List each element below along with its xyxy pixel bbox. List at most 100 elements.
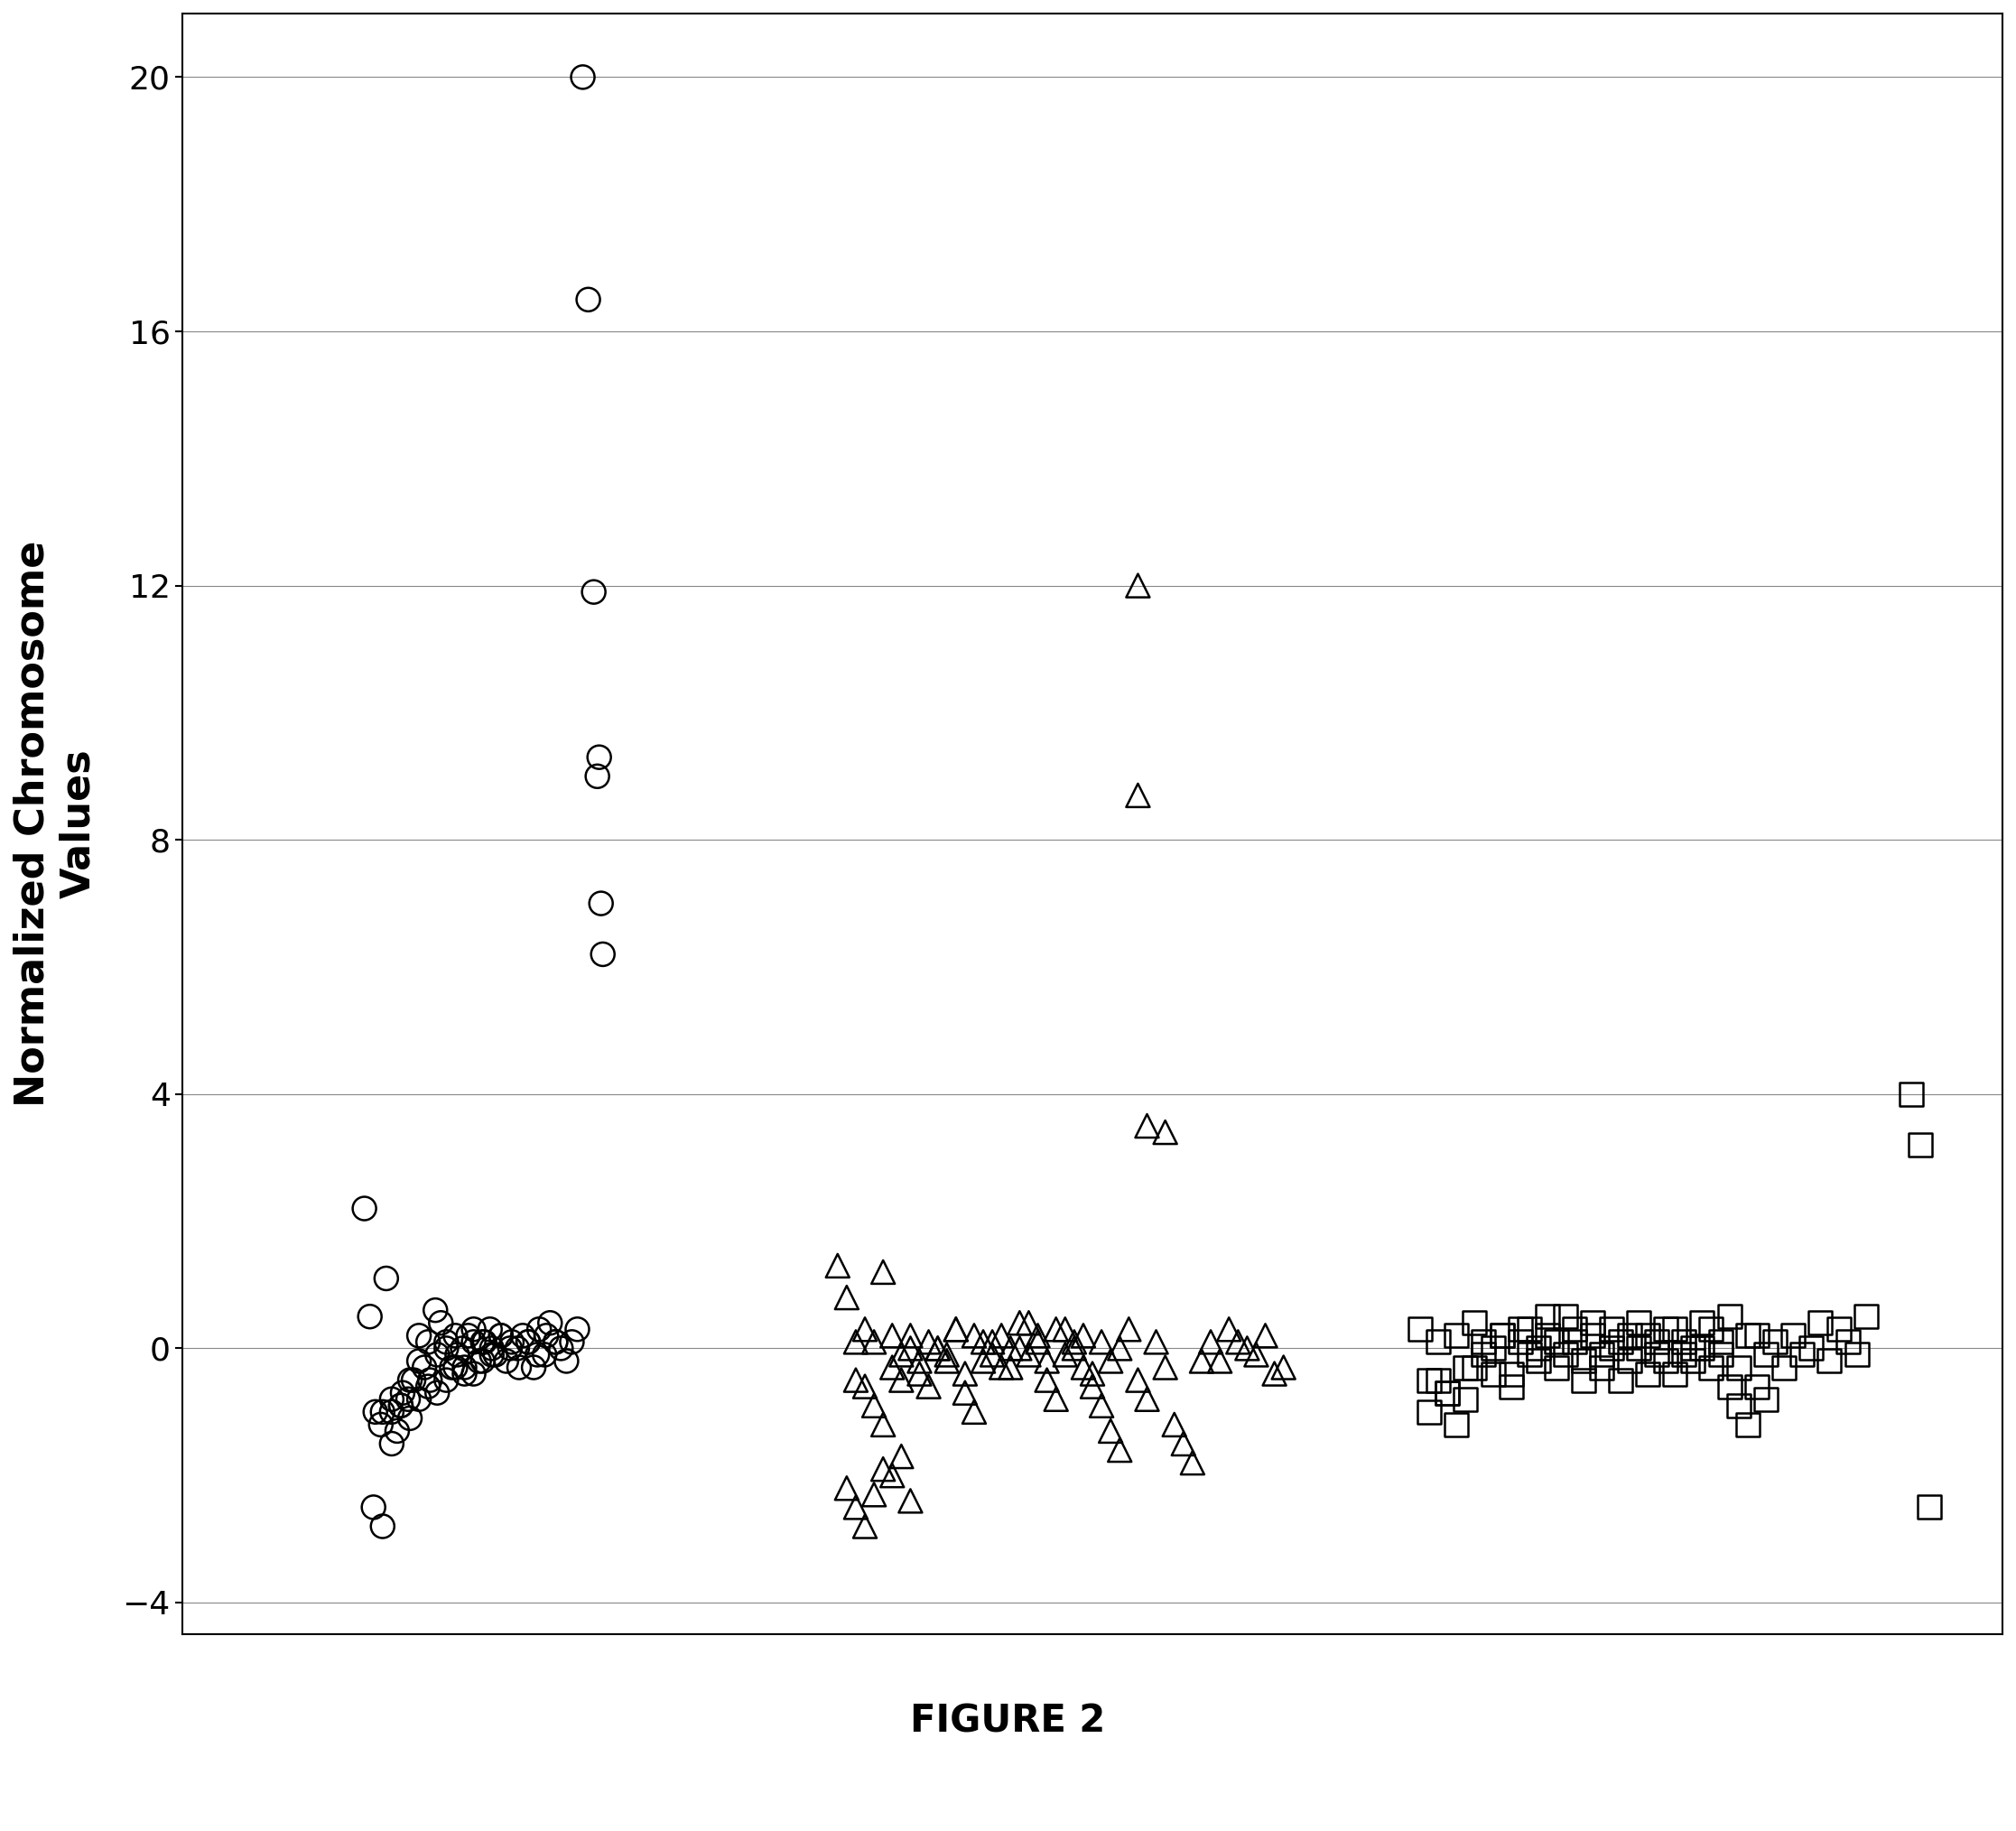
Point (1222, 1327, 1254, 1357)
Point (986, 1320, 1018, 1349)
Point (1695, 1315, 1728, 1344)
Point (1040, 1315, 1073, 1344)
Point (429, 1333, 462, 1362)
Point (381, 1417, 413, 1446)
Point (1421, 1327, 1454, 1357)
Point (1522, 1333, 1554, 1362)
Point (540, 1327, 573, 1357)
Point (429, 1366, 462, 1395)
Point (1714, 1302, 1746, 1331)
Point (1851, 1302, 1883, 1331)
Point (1022, 1320, 1054, 1349)
Point (375, 1397, 407, 1426)
Point (1595, 1315, 1627, 1344)
Point (1214, 1315, 1246, 1344)
Point (1004, 1333, 1036, 1362)
Point (566, 62, 599, 92)
Point (1750, 1384, 1782, 1414)
Point (522, 1315, 554, 1344)
Point (1704, 1340, 1736, 1370)
Point (1185, 1346, 1218, 1375)
Point (841, 1366, 873, 1395)
Point (1504, 1327, 1536, 1357)
Point (421, 1379, 454, 1408)
Point (1677, 1346, 1710, 1375)
Point (1167, 1428, 1200, 1457)
Point (939, 1315, 972, 1344)
Y-axis label: Normalized Chromosome
Values: Normalized Chromosome Values (14, 540, 97, 1108)
Point (1095, 1417, 1127, 1446)
Point (1740, 1320, 1772, 1349)
Point (1722, 1353, 1754, 1382)
Point (349, 1194, 381, 1223)
Point (480, 1340, 512, 1370)
Point (1149, 1117, 1181, 1146)
Point (1431, 1379, 1464, 1408)
Point (1649, 1346, 1681, 1375)
Point (841, 1327, 873, 1357)
Point (903, 1359, 935, 1388)
Point (903, 1346, 935, 1375)
Point (1631, 1359, 1663, 1388)
Point (1568, 1366, 1601, 1395)
Point (1550, 1302, 1583, 1331)
Point (1486, 1320, 1518, 1349)
Point (391, 1384, 423, 1414)
Point (1577, 1320, 1609, 1349)
Point (1468, 1340, 1500, 1370)
Point (859, 1479, 891, 1509)
Point (573, 286, 605, 315)
Point (1558, 1315, 1591, 1344)
Point (877, 1461, 909, 1490)
Point (581, 762, 613, 791)
Point (1641, 1327, 1673, 1357)
Point (1458, 1353, 1490, 1382)
Point (1905, 1130, 1937, 1159)
Point (1439, 1410, 1472, 1439)
Point (1794, 1333, 1826, 1362)
Point (1605, 1327, 1637, 1357)
Point (1732, 1320, 1764, 1349)
Point (466, 1346, 498, 1375)
Point (831, 1284, 863, 1313)
Point (1833, 1327, 1865, 1357)
Point (490, 1346, 522, 1375)
Point (367, 1512, 399, 1542)
Point (849, 1315, 881, 1344)
Point (1058, 1333, 1091, 1362)
Point (1258, 1359, 1290, 1388)
Point (494, 1333, 526, 1362)
Point (474, 1315, 506, 1344)
Text: FIGURE 2: FIGURE 2 (911, 1703, 1105, 1739)
Point (921, 1333, 954, 1362)
Point (425, 1309, 458, 1338)
Point (1613, 1320, 1645, 1349)
Point (1004, 1309, 1036, 1338)
Point (403, 1346, 435, 1375)
Point (403, 1384, 435, 1414)
Point (1268, 1353, 1300, 1382)
Point (1058, 1327, 1091, 1357)
Point (502, 1333, 534, 1362)
Point (464, 1346, 496, 1375)
Point (877, 1320, 909, 1349)
Point (1232, 1333, 1264, 1362)
Point (365, 1410, 397, 1439)
Point (1139, 1327, 1171, 1357)
Point (1022, 1327, 1054, 1357)
Point (452, 1320, 484, 1349)
Point (528, 1340, 560, 1370)
Point (357, 1492, 389, 1522)
Point (1685, 1309, 1718, 1338)
Point (849, 1512, 881, 1542)
Point (512, 1327, 544, 1357)
Point (1030, 1346, 1062, 1375)
Point (931, 1340, 964, 1370)
Point (1804, 1309, 1837, 1338)
Point (968, 1327, 1000, 1357)
Point (1250, 1320, 1282, 1349)
Point (1623, 1333, 1655, 1362)
Point (1496, 1371, 1528, 1401)
Point (530, 1320, 562, 1349)
Point (1450, 1353, 1482, 1382)
